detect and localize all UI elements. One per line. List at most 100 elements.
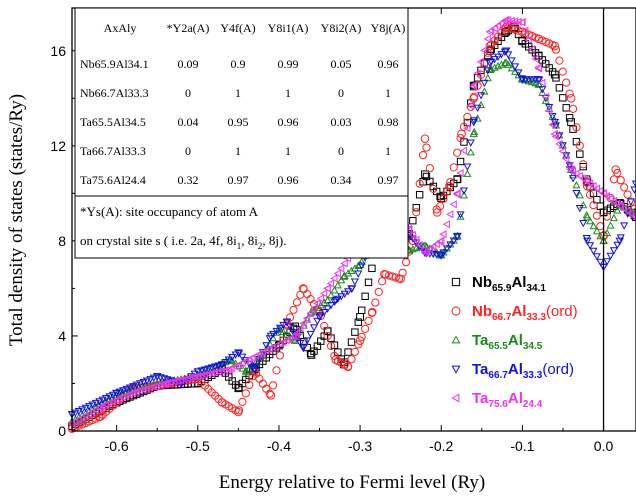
series-sample-marker bbox=[412, 204, 420, 212]
series-sample-marker bbox=[589, 201, 598, 210]
note-line-1: *Ys(A): site occupancy of atom A bbox=[80, 204, 259, 219]
data-point bbox=[331, 297, 340, 305]
series-sample-marker bbox=[91, 399, 100, 408]
series-sample-marker bbox=[456, 168, 464, 178]
series-sample-marker bbox=[603, 228, 612, 237]
data-point bbox=[339, 272, 349, 280]
data-point bbox=[550, 70, 559, 79]
y-tick-label: 0 bbox=[58, 423, 66, 439]
series-sample-marker bbox=[333, 269, 341, 278]
series-sample-marker bbox=[102, 397, 111, 405]
data-point bbox=[112, 389, 121, 398]
series-sample-marker bbox=[456, 211, 465, 219]
series-sample-marker bbox=[412, 208, 421, 217]
data-point bbox=[534, 51, 543, 60]
table-value-cell: 0.97 bbox=[378, 173, 399, 187]
series-sample-marker bbox=[302, 314, 311, 323]
table-value-cell: 0.34 bbox=[331, 173, 352, 187]
series-sample-marker bbox=[449, 237, 458, 245]
series-sample-marker bbox=[265, 389, 274, 398]
data-point bbox=[453, 232, 462, 241]
table-value-cell: 1 bbox=[285, 144, 291, 158]
data-point bbox=[485, 59, 495, 68]
series-sample-marker bbox=[91, 405, 99, 414]
series-sample-marker bbox=[119, 387, 128, 395]
series-sample-marker bbox=[541, 96, 550, 104]
series-sample-marker bbox=[568, 175, 578, 183]
series-sample-marker bbox=[262, 342, 271, 350]
data-point bbox=[193, 368, 203, 377]
series-sample-marker bbox=[463, 112, 472, 121]
data-point bbox=[160, 379, 169, 388]
table-value-cell: 0.03 bbox=[331, 115, 352, 129]
series-sample-marker bbox=[555, 84, 564, 92]
series-sample-marker bbox=[330, 274, 338, 283]
series-sample-marker bbox=[129, 383, 138, 391]
legend-entry: Nb66.7Al33.3(ord) bbox=[451, 303, 578, 323]
data-point bbox=[307, 351, 316, 359]
data-point bbox=[534, 76, 543, 84]
data-point bbox=[501, 47, 511, 56]
series-sample-marker bbox=[108, 391, 117, 399]
table-alloy-cell: Nb65.9Al34.1 bbox=[80, 57, 149, 71]
series-sample-marker bbox=[286, 313, 295, 322]
series-sample-marker bbox=[306, 330, 315, 339]
data-point bbox=[298, 284, 308, 293]
series-sample-marker bbox=[248, 364, 257, 372]
series-sample-marker bbox=[466, 148, 475, 156]
series-sample-marker bbox=[357, 262, 366, 270]
data-point bbox=[282, 318, 292, 327]
series-sample-marker bbox=[589, 181, 597, 191]
data-point bbox=[517, 18, 526, 27]
series-sample-marker bbox=[572, 123, 581, 132]
table-value-cell: 1 bbox=[385, 144, 391, 158]
series-sample-marker bbox=[84, 409, 93, 418]
series-sample-marker bbox=[613, 241, 622, 250]
series-sample-marker bbox=[510, 17, 519, 26]
series-sample-marker bbox=[350, 278, 359, 286]
series-sample-marker bbox=[238, 353, 247, 361]
series-sample-marker bbox=[527, 45, 536, 54]
site-occupancy-table: AxAly *Y2a(A) Y4f(A) Y8i1(A) Y8i2(A) Y8j(A) Nb… bbox=[74, 7, 409, 259]
data-point bbox=[631, 180, 636, 189]
table-alloy-cell: Ta66.7Al33.3 bbox=[80, 144, 146, 158]
data-point bbox=[96, 412, 105, 422]
y-tick-label: 16 bbox=[50, 43, 66, 59]
table-alloy-cell: Ta75.6Al24.4 bbox=[80, 173, 146, 187]
series-sample-marker bbox=[422, 143, 431, 152]
table-value-cell: 0.96 bbox=[278, 115, 299, 129]
series-sample-marker bbox=[442, 245, 451, 253]
legend: Nb65.9Al34.1 Nb66.7Al33.3(ord) Ta65.5Al34.… bbox=[451, 274, 578, 410]
series-sample-marker bbox=[77, 413, 86, 422]
series-sample-marker bbox=[88, 407, 96, 416]
series-sample-marker bbox=[592, 211, 601, 220]
series-sample-marker bbox=[425, 245, 433, 254]
table-value-cell: 1 bbox=[385, 86, 391, 100]
series-sample-marker bbox=[374, 287, 383, 297]
series-sample-marker bbox=[139, 378, 148, 387]
series-sample-marker bbox=[333, 295, 342, 303]
series-sample-marker bbox=[238, 364, 247, 372]
series-sample-marker bbox=[125, 384, 134, 392]
data-point bbox=[420, 134, 430, 144]
series-sample-marker bbox=[507, 57, 516, 65]
series-sample-marker bbox=[538, 78, 546, 87]
legend-label: Ta65.5Al34.5 bbox=[472, 332, 543, 352]
series-sample-marker bbox=[467, 99, 475, 107]
table-value-cell: 0.9 bbox=[231, 57, 246, 71]
series-sample-marker bbox=[146, 376, 155, 384]
series-sample-marker bbox=[326, 291, 336, 299]
data-point bbox=[518, 76, 527, 84]
series-sample-marker bbox=[565, 89, 574, 98]
series-sample-marker bbox=[596, 186, 604, 196]
series-sample-marker bbox=[548, 113, 557, 121]
series-sample-marker bbox=[575, 191, 584, 199]
data-point bbox=[128, 388, 137, 398]
legend-marker bbox=[451, 277, 461, 287]
series-sample-marker bbox=[459, 187, 469, 195]
series-sample-marker bbox=[286, 332, 295, 341]
series-sample-marker bbox=[275, 324, 284, 333]
series-sample-marker bbox=[439, 230, 447, 239]
series-sample-marker bbox=[412, 235, 420, 244]
